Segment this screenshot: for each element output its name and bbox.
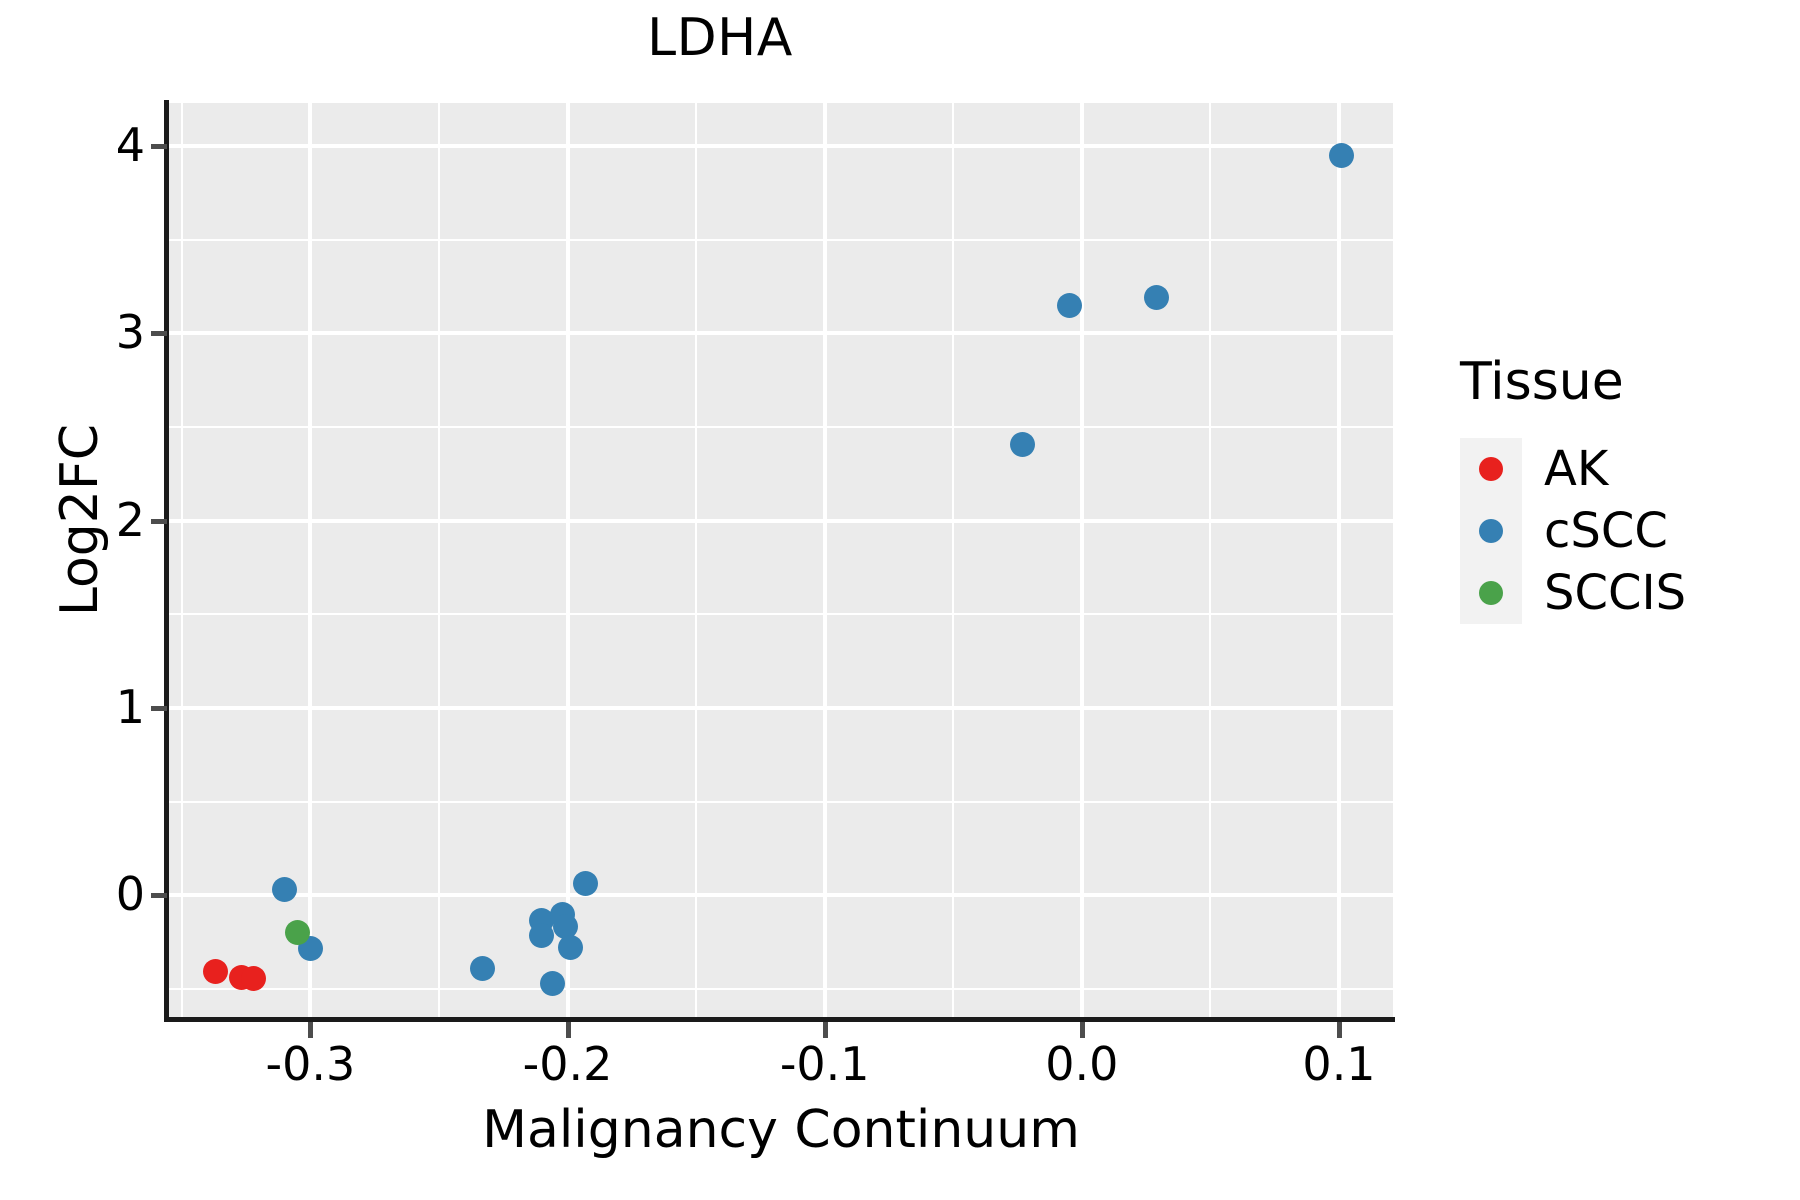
gridline-minor-horizontal	[169, 238, 1393, 241]
scatter-point	[529, 923, 555, 949]
gridline-minor-horizontal	[169, 800, 1393, 803]
scatter-point	[1056, 292, 1082, 318]
scatter-point	[202, 958, 228, 984]
x-axis-line	[164, 1017, 1395, 1022]
legend-labels: AK cSCC SCCIS	[1522, 438, 1686, 624]
legend-item-ak[interactable]	[1460, 438, 1522, 500]
legend-label: cSCC	[1522, 500, 1686, 562]
x-tick-mark	[565, 1022, 571, 1038]
legend-label-text: AK	[1544, 441, 1609, 497]
gridline-minor-horizontal	[169, 613, 1393, 616]
x-tick-label: -0.3	[265, 1037, 356, 1091]
y-tick-label: 1	[115, 680, 145, 735]
y-tick-label: 4	[115, 118, 145, 173]
gridline-major-vertical	[1079, 103, 1084, 1019]
plot-panel	[169, 103, 1393, 1019]
scatter-point	[241, 966, 267, 992]
x-tick-label: 0.1	[1302, 1037, 1376, 1091]
scatter-point	[1010, 432, 1036, 458]
x-tick-mark	[308, 1022, 314, 1038]
x-tick-label: 0.0	[1045, 1037, 1119, 1091]
legend-title: Tissue	[1460, 352, 1624, 412]
gridline-major-horizontal	[169, 518, 1393, 523]
y-tick-mark	[151, 518, 167, 524]
gridline-minor-vertical	[438, 103, 440, 1019]
y-tick-label: 3	[115, 305, 145, 360]
scatter-point	[557, 935, 583, 961]
scatter-point	[1143, 285, 1169, 311]
y-tick-label: 2	[115, 492, 145, 547]
x-tick-label: -0.2	[522, 1037, 613, 1091]
y-tick-mark	[151, 331, 167, 337]
gridline-major-horizontal	[169, 706, 1393, 711]
y-axis-title: Log2FC	[50, 423, 110, 617]
legend-dot-icon	[1479, 519, 1503, 543]
x-tick-mark	[1337, 1022, 1342, 1038]
gridline-major-vertical	[822, 103, 827, 1019]
gridline-major-horizontal	[169, 144, 1393, 149]
gridline-minor-horizontal	[169, 426, 1393, 429]
legend: Tissue AK cSCC SCCIS	[1460, 352, 1686, 624]
legend-keys	[1460, 438, 1522, 624]
gridline-minor-vertical	[1209, 103, 1212, 1019]
gridline-major-vertical	[308, 103, 313, 1019]
scatter-point	[539, 970, 565, 996]
gridline-major-vertical	[1337, 103, 1341, 1019]
x-tick-label: -0.1	[779, 1037, 870, 1091]
scatter-point	[470, 955, 496, 981]
page-title: LDHA	[647, 8, 793, 68]
y-tick-mark	[151, 144, 167, 150]
legend-label-text: SCCIS	[1544, 565, 1687, 621]
scatter-point	[552, 913, 578, 939]
y-tick-mark	[151, 706, 167, 712]
x-axis-title: Malignancy Continuum	[482, 1100, 1080, 1160]
y-axis-line	[164, 100, 169, 1022]
gridline-minor-vertical	[695, 103, 698, 1019]
gridline-major-vertical	[565, 103, 570, 1019]
legend-swatch	[1460, 562, 1522, 624]
legend-label-text: cSCC	[1544, 503, 1668, 559]
scatter-point	[1329, 142, 1355, 168]
legend-dot-icon	[1479, 581, 1503, 605]
legend-label: SCCIS	[1522, 562, 1686, 624]
x-tick-mark	[822, 1022, 828, 1038]
legend-swatch	[1460, 438, 1522, 500]
legend-swatch	[1460, 500, 1522, 562]
gridline-major-horizontal	[169, 893, 1393, 898]
legend-dot-icon	[1479, 457, 1503, 481]
x-tick-mark	[1079, 1022, 1085, 1038]
gridline-minor-horizontal	[169, 988, 1393, 991]
gridline-major-horizontal	[169, 331, 1393, 336]
y-tick-mark	[151, 893, 167, 899]
y-tick-label: 0	[115, 867, 145, 922]
gridline-minor-vertical	[952, 103, 955, 1019]
scatter-point	[573, 870, 599, 896]
scatter-point	[285, 920, 311, 946]
gridline-minor-vertical	[180, 103, 183, 1019]
legend-item-sccis[interactable]	[1460, 562, 1522, 624]
legend-item-cscc[interactable]	[1460, 500, 1522, 562]
legend-label: AK	[1522, 438, 1686, 500]
scatter-point	[272, 877, 298, 903]
